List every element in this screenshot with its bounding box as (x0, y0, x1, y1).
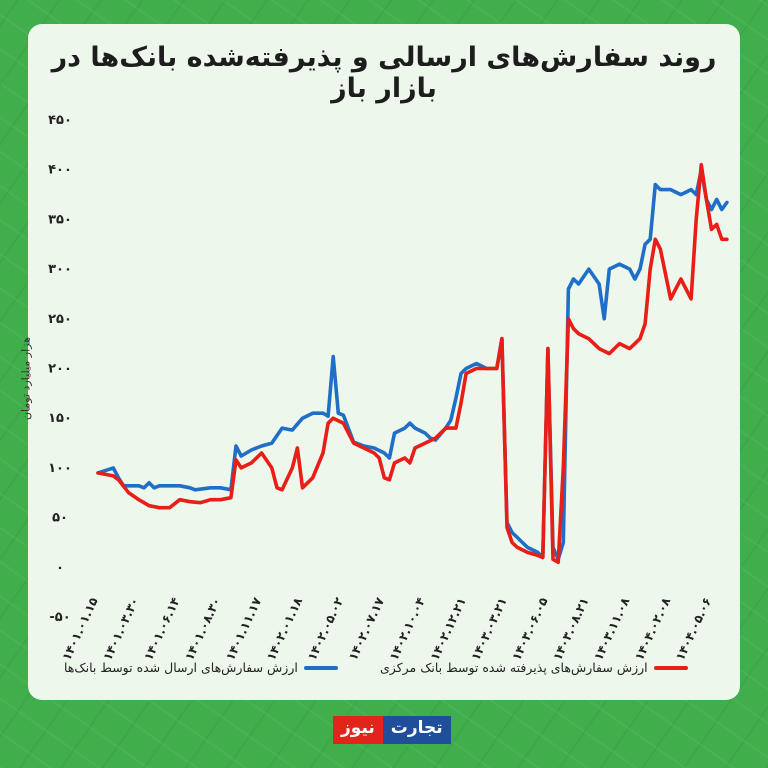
x-tick-label: ۱۴۰۳.۰۶.۰۵ (509, 595, 550, 662)
y-tick-label: ۴۰۰ (48, 163, 72, 178)
y-tick-label: ۱۵۰ (48, 411, 72, 426)
legend-item-sent: ارزش سفارش‌های ارسال شده توسط بانک‌ها (64, 660, 338, 675)
x-tick-label: ۱۴۰۱.۰۳.۳۰ (100, 595, 141, 662)
x-tick-label: ۱۴۰۱.۰۶.۱۴ (141, 595, 182, 662)
x-tick-label: ۱۴۰۱.۰۸.۳۰ (182, 595, 223, 662)
x-tick-label: ۱۴۰۴.۰۲.۰۸ (632, 595, 674, 663)
x-tick-label: ۱۴۰۳.۱۱.۰۸ (591, 595, 633, 663)
x-tick-label: ۱۴۰۲.۰۷.۱۷ (346, 595, 388, 663)
legend-label-sent: ارزش سفارش‌های ارسال شده توسط بانک‌ها (64, 660, 298, 675)
x-tick-labels: ۱۴۰۱.۰۱.۱۵ ۱۴۰۱.۰۳.۳۰ ۱۴۰۱.۰۶.۱۴ ۱۴۰۱.۰۸.۳۰… (59, 595, 714, 663)
x-tick-label: ۱۴۰۲.۰۱.۱۸ (264, 595, 306, 663)
legend-label-accepted: ارزش سفارش‌های پذیرفته شده توسط بانک مرک… (380, 660, 648, 675)
legend-swatch-sent (303, 665, 338, 670)
y-tick-label: ۵۰ (52, 511, 68, 526)
y-tick-label: ۲۵۰ (48, 312, 72, 327)
series-lines (96, 162, 729, 565)
x-tick-label: ۱۴۰۳.۰۸.۲۱ (550, 595, 591, 662)
chart-card (28, 24, 740, 700)
y-tick-label: ۱۰۰ (48, 461, 72, 476)
brand-logo: تجارت نیوز (333, 716, 451, 744)
x-tick-label: ۱۴۰۳.۰۳.۲۱ (468, 595, 509, 662)
x-tick-label: ۱۴۰۱.۰۱.۱۵ (59, 595, 100, 662)
y-tick-label: ۳۰۰ (48, 262, 72, 277)
logo-part-news: نیوز (333, 716, 383, 744)
series-line-sent (96, 167, 729, 562)
y-tick-label: ۳۵۰ (48, 212, 72, 227)
y-tick-label: ۲۰۰ (48, 362, 72, 377)
x-tick-label: ۱۴۰۲.۱۲.۲۱ (428, 595, 469, 662)
x-tick-label: ۱۴۰۲.۰۵.۰۲ (305, 595, 347, 663)
y-tick-label: ۴۵۰ (48, 113, 72, 128)
legend-item-accepted: ارزش سفارش‌های پذیرفته شده توسط بانک مرک… (380, 660, 688, 675)
y-tick-labels: -۵۰ ۰ ۵۰ ۱۰۰ ۱۵۰ ۲۰۰ ۲۵۰ ۳۰۰ ۳۵۰ ۴۰۰ ۴۵۰ (48, 113, 72, 625)
x-tick-label: ۱۴۰۱.۱۱.۱۷ (223, 595, 265, 663)
chart-title: روند سفارش‌های ارسالی و پذیرفته‌شده بانک… (51, 42, 717, 104)
legend-swatch-accepted (653, 665, 688, 670)
series-line-accepted (96, 162, 729, 565)
y-tick-label: -۵۰ (49, 610, 70, 625)
y-tick-label: ۰ (56, 560, 64, 575)
x-tick-label: ۱۴۰۲.۱۰.۰۴ (387, 595, 428, 662)
x-tick-label: ۱۴۰۴.۰۵.۰۶ (673, 595, 714, 662)
logo-part-tejarat: تجارت (382, 716, 451, 744)
